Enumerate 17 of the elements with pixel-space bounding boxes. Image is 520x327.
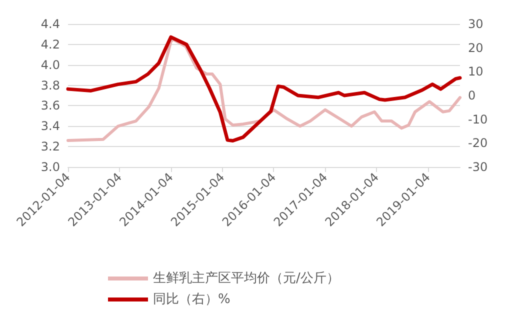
- y2-tick-label: -20: [468, 136, 488, 150]
- y2-tick-label: -10: [468, 112, 488, 126]
- y-tick-label: 3.2: [40, 140, 60, 154]
- y2-tick-label: 0: [468, 88, 476, 102]
- y-tick-label: 4.4: [40, 17, 60, 31]
- legend-label: 同比（右）%: [153, 292, 230, 307]
- legend-label: 生鲜乳主产区平均价（元/公斤）: [153, 270, 340, 286]
- y2-tick-label: 20: [468, 40, 484, 55]
- y2-tick-label: -30: [468, 160, 488, 174]
- y-tick-label: 3.6: [40, 98, 60, 113]
- y-tick-label: 3.0: [40, 160, 60, 174]
- y-tick-label: 4.2: [40, 37, 60, 52]
- y-tick-label: 3.4: [40, 119, 60, 134]
- y-tick-label: 4.0: [40, 58, 60, 72]
- y2-tick-label: 30: [468, 17, 484, 31]
- y2-tick-label: 10: [468, 64, 484, 79]
- y-tick-label: 3.8: [40, 78, 60, 92]
